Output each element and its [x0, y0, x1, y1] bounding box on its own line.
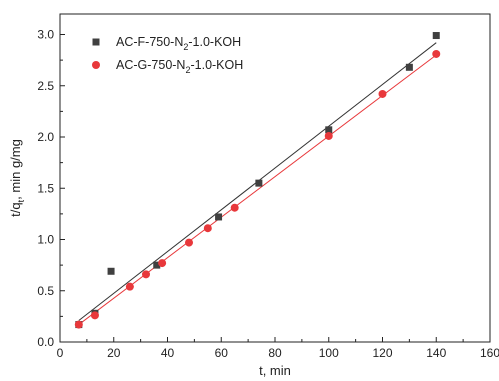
data-point-square	[255, 179, 263, 187]
y-tick-label: 3.0	[37, 28, 54, 42]
x-axis-label: t, min	[259, 363, 291, 378]
data-point-circle	[432, 49, 441, 58]
data-point-square	[405, 63, 413, 71]
data-points	[74, 32, 441, 329]
data-point-circle	[378, 89, 387, 98]
y-axis-label: t/qt, min g/mg	[8, 139, 26, 217]
data-point-square	[107, 267, 115, 275]
x-tick-label: 0	[57, 346, 64, 360]
legend-label: AC-F-750-N2-1.0-KOH	[116, 35, 241, 52]
y-tick-label: 1.5	[37, 181, 54, 195]
data-point-circle	[185, 238, 193, 247]
legend: AC-F-750-N2-1.0-KOH AC-G-750-N2-1.0-KOH	[92, 35, 243, 75]
data-point-circle	[74, 320, 83, 329]
x-tick-label: 100	[319, 346, 339, 360]
x-tick-label: 60	[215, 346, 229, 360]
data-point-square	[153, 261, 161, 269]
axes: 0 20 40 60 80 100 120 140 160 0.0 0.5 1.0 1.5 2.0 2.5 3…	[8, 13, 499, 378]
fit-line	[78, 54, 437, 325]
y-tick-label: 1.0	[37, 233, 54, 247]
y-tick-label: 2.5	[37, 79, 54, 93]
y-tick-label: 0.0	[37, 335, 54, 349]
data-point-circle	[90, 311, 99, 320]
data-point-square	[215, 213, 223, 221]
x-tick-label: 160	[480, 346, 499, 360]
data-point-circle	[125, 282, 134, 291]
data-point-circle	[324, 131, 333, 140]
data-point-circle	[203, 224, 212, 233]
data-point-square	[325, 126, 333, 134]
legend-marker-circle	[92, 61, 100, 69]
y-tick-label: 2.0	[37, 130, 54, 144]
x-tick-label: 80	[268, 346, 282, 360]
x-tick-label: 120	[372, 346, 392, 360]
legend-marker-square	[92, 38, 100, 46]
data-point-circle	[142, 270, 150, 279]
x-tick-label: 20	[107, 346, 121, 360]
data-point-circle	[158, 259, 167, 268]
data-point-circle	[230, 203, 239, 212]
y-tick-label: 0.5	[37, 284, 54, 298]
legend-label: AC-G-750-N2-1.0-KOH	[116, 58, 243, 75]
x-tick-label: 40	[161, 346, 175, 360]
data-point-square	[432, 32, 440, 40]
x-tick-label: 140	[426, 346, 446, 360]
